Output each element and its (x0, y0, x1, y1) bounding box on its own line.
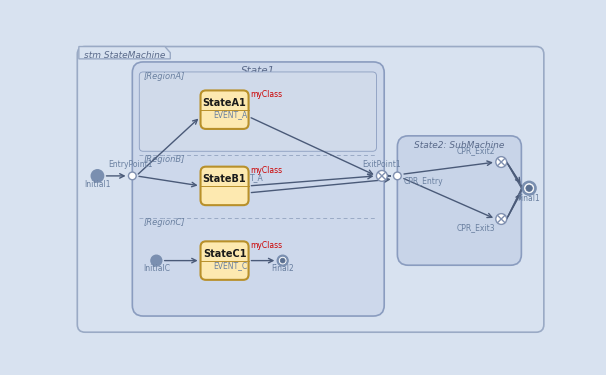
FancyBboxPatch shape (201, 242, 248, 280)
Text: StateA1: StateA1 (202, 98, 247, 108)
Circle shape (278, 255, 288, 266)
Circle shape (280, 258, 285, 263)
Text: State1: State1 (241, 66, 275, 76)
FancyBboxPatch shape (398, 136, 521, 265)
Text: [RegionA]: [RegionA] (143, 72, 185, 81)
Text: EVENT_C: EVENT_C (213, 261, 247, 270)
Text: [RegionB]: [RegionB] (143, 155, 185, 164)
Text: InitialC: InitialC (143, 264, 170, 273)
Text: myClass: myClass (250, 90, 282, 99)
Text: CPR_Exit2: CPR_Exit2 (456, 146, 495, 155)
FancyBboxPatch shape (201, 90, 248, 129)
Text: CPR_Entry: CPR_Entry (404, 177, 443, 186)
Circle shape (522, 181, 536, 195)
Text: myClass: myClass (250, 166, 282, 175)
Text: Final1: Final1 (518, 194, 541, 202)
Text: ExitPoint1: ExitPoint1 (362, 160, 401, 169)
Text: [RegionC]: [RegionC] (143, 218, 185, 227)
Text: myClass: myClass (250, 240, 282, 249)
Circle shape (526, 185, 533, 192)
Circle shape (92, 170, 104, 182)
Text: State2: SubMachine: State2: SubMachine (414, 141, 505, 150)
Circle shape (496, 214, 507, 224)
Text: StateC1: StateC1 (203, 249, 246, 259)
Text: Final2: Final2 (271, 264, 294, 273)
Circle shape (151, 255, 162, 266)
Circle shape (128, 172, 136, 180)
Text: EVENT_A: EVENT_A (213, 110, 247, 119)
FancyBboxPatch shape (139, 72, 376, 151)
Text: Initial1: Initial1 (84, 180, 111, 189)
Circle shape (496, 157, 507, 167)
FancyBboxPatch shape (78, 46, 544, 332)
Circle shape (376, 171, 387, 181)
Text: EntryPoint1: EntryPoint1 (108, 160, 153, 169)
Text: CPR_Exit3: CPR_Exit3 (456, 223, 495, 232)
FancyBboxPatch shape (132, 62, 384, 316)
Circle shape (393, 172, 401, 180)
Circle shape (279, 257, 286, 264)
Circle shape (524, 184, 534, 193)
FancyBboxPatch shape (201, 166, 248, 205)
Text: stm StateMachine: stm StateMachine (84, 51, 165, 60)
Text: StateB1: StateB1 (203, 174, 247, 184)
Polygon shape (79, 46, 170, 59)
Text: T_A: T_A (250, 174, 264, 183)
